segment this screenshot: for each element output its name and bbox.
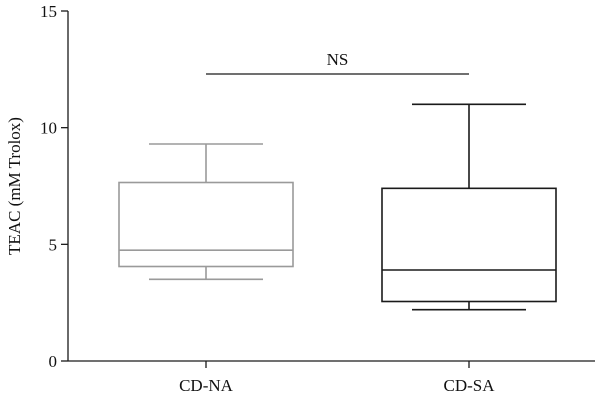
y-tick-label: 10	[40, 119, 57, 138]
y-tick-label: 15	[40, 2, 57, 21]
iqr-box	[381, 187, 557, 303]
box-cd-na	[118, 143, 294, 281]
axes: 0 5 10 15 CD-NA CD-SA	[40, 2, 595, 395]
y-tick-label: 5	[49, 235, 58, 254]
x-category-label: CD-NA	[179, 376, 234, 395]
box-cd-sa	[381, 103, 557, 311]
significance-label: NS	[327, 50, 349, 69]
box-series	[118, 103, 557, 311]
x-category-label: CD-SA	[443, 376, 495, 395]
significance-annotation: NS	[206, 50, 469, 75]
y-tick-label: 0	[49, 352, 58, 371]
iqr-box	[118, 181, 294, 268]
y-axis-label: TEAC (mM Trolox)	[5, 117, 24, 255]
